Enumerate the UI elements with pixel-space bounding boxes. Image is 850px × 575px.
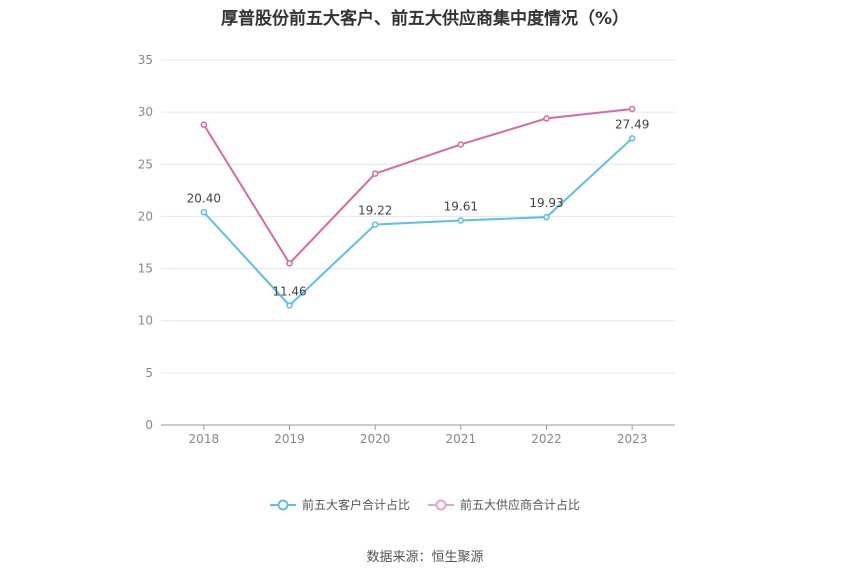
x-tick-label: 2021	[446, 432, 477, 446]
data-label: 27.49	[615, 117, 649, 131]
y-tick-label: 35	[138, 53, 153, 67]
x-tick-label: 2018	[189, 432, 220, 446]
data-point[interactable]	[371, 170, 379, 177]
legend-marker-suppliers	[428, 499, 454, 510]
x-tick-label: 2019	[274, 432, 305, 446]
data-label: 19.93	[529, 196, 563, 210]
legend-label-suppliers: 前五大供应商合计占比	[460, 498, 581, 512]
data-label: 11.46	[272, 284, 306, 298]
legend-item-customers[interactable]: 前五大客户合计占比	[269, 496, 410, 513]
y-axis-ticks: 0 5 10 15 20 25 30 35	[138, 53, 153, 432]
x-tick-label: 2023	[617, 432, 648, 446]
series-group	[200, 105, 636, 309]
data-point[interactable]	[543, 115, 550, 122]
legend: 前五大客户合计占比 前五大供应商合计占比	[0, 496, 850, 513]
data-point[interactable]	[200, 209, 208, 216]
data-point[interactable]	[457, 141, 465, 148]
series-line-0	[203, 137, 633, 307]
legend-marker-customers	[269, 499, 296, 510]
data-point[interactable]	[371, 221, 379, 228]
data-point[interactable]	[200, 121, 208, 128]
x-tick-label: 2022	[531, 432, 562, 446]
legend-label-customers: 前五大客户合计占比	[301, 498, 410, 512]
data-point[interactable]	[286, 302, 293, 309]
data-label: 19.61	[444, 199, 478, 213]
grid-lines	[161, 59, 675, 374]
legend-item-suppliers[interactable]: 前五大供应商合计占比	[428, 496, 580, 513]
y-tick-label: 25	[138, 157, 153, 171]
data-point[interactable]	[457, 217, 465, 224]
y-tick-label: 20	[138, 209, 153, 223]
y-tick-label: 5	[145, 366, 153, 380]
data-point[interactable]	[286, 260, 293, 267]
series-line-1	[202, 108, 633, 265]
y-tick-label: 30	[138, 105, 153, 119]
data-label: 19.22	[358, 204, 392, 218]
x-tick-label: 2020	[360, 432, 391, 446]
data-point[interactable]	[543, 213, 550, 221]
data-labels: 20.40 11.46 19.22 19.61 19.93 27.49	[187, 117, 650, 298]
source-note: 数据来源：恒生聚源	[366, 550, 484, 565]
chart-title: 厚普股份前五大客户、前五大供应商集中度情况（%）	[220, 9, 630, 29]
data-label: 20.40	[187, 191, 221, 205]
data-point[interactable]	[628, 135, 636, 142]
y-tick-label: 10	[138, 314, 153, 328]
y-tick-label: 15	[138, 262, 153, 276]
data-point[interactable]	[628, 105, 636, 113]
x-axis-ticks: 2018 2019 2020 2021 2022 2023	[189, 425, 648, 446]
y-tick-label: 0	[145, 418, 153, 432]
